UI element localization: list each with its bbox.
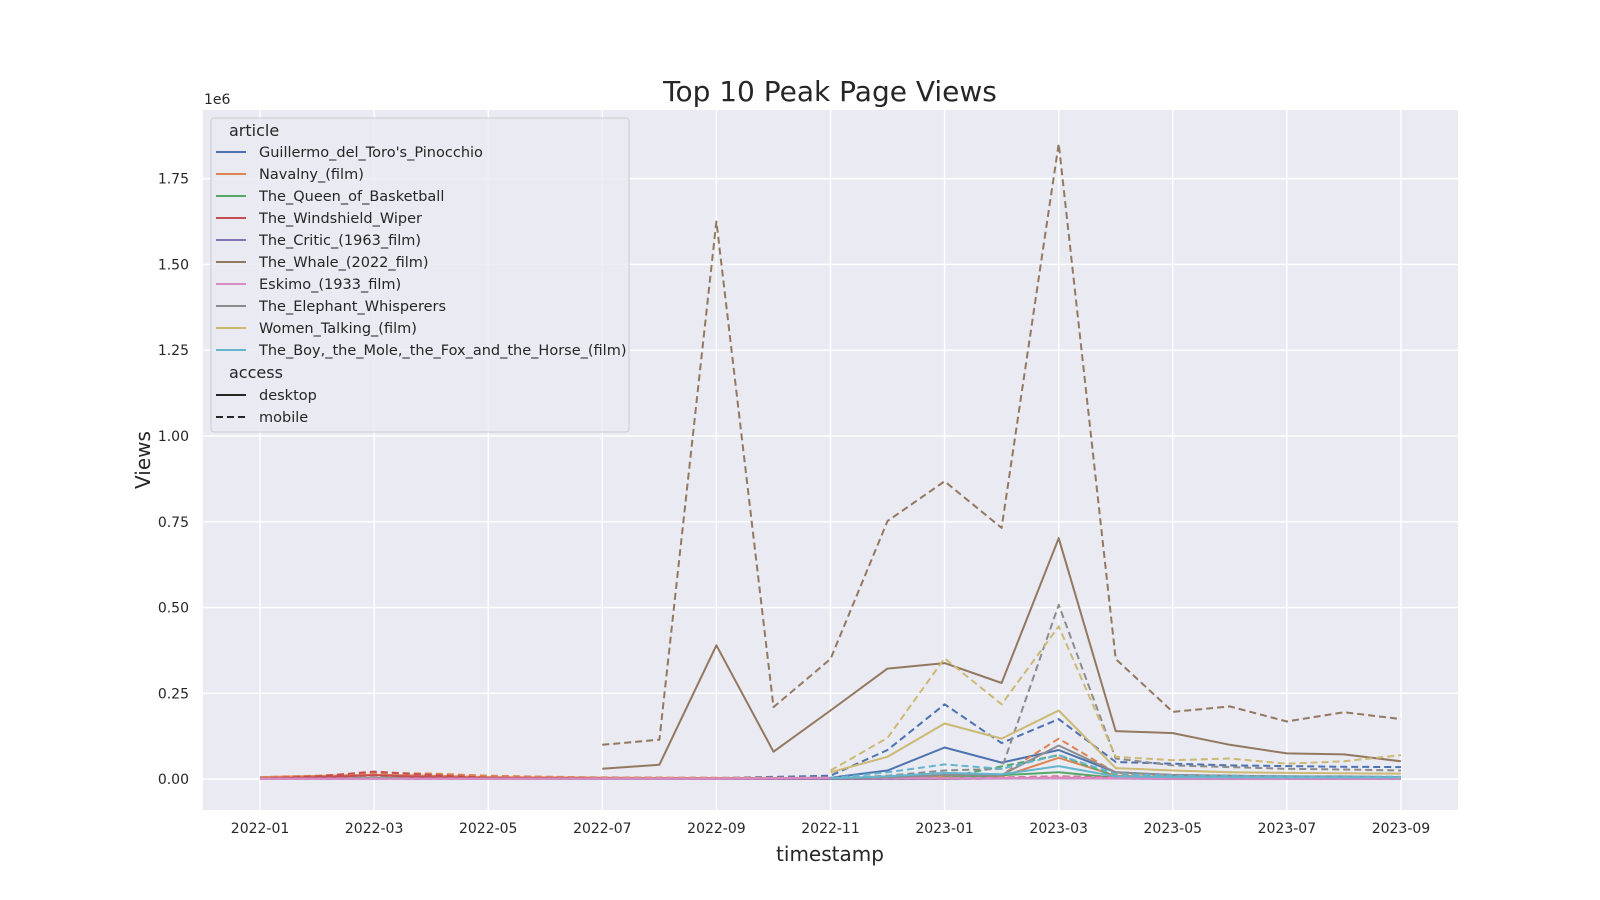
legend-entry-label: Eskimo_(1933_film) [259,277,401,293]
x-tick-label: 2022-01 [231,821,290,837]
legend-article-title: article [229,121,279,140]
x-tick-label: 2022-11 [801,821,860,837]
legend-entry-label: Women_Talking_(film) [259,321,417,337]
y-tick-label: 1.75 [158,172,189,188]
legend-entry-label: Navalny_(film) [259,167,364,183]
series-line-desktop [830,765,1401,780]
legend-entry-label: The_Elephant_Whisperers [258,299,446,315]
y-tick-label: 0.25 [158,686,189,702]
legend-entry-label: The_Queen_of_Basketball [258,189,444,205]
legend-access-label: mobile [259,410,308,426]
series-line-desktop [602,537,1402,770]
x-axis-title: timestamp [776,842,884,866]
y-tick-label: 0.00 [158,772,189,788]
y-tick-label: 1.50 [158,257,189,273]
chart-title: Top 10 Peak Page Views [662,75,997,108]
legend-entry-label: Guillermo_del_Toro's_Pinocchio [259,145,483,161]
x-tick-label: 2022-03 [345,821,404,837]
y-tick-label: 1.25 [158,343,189,359]
x-tick-label: 2023-07 [1258,821,1317,837]
legend-access-label: desktop [259,388,317,404]
legend-access-title: access [229,363,283,382]
legend-entry-label: The_Boy,_the_Mole,_the_Fox_and_the_Horse… [258,343,626,359]
legend-entry-label: The_Critic_(1963_film) [258,233,421,249]
x-tick-label: 2022-07 [573,821,632,837]
x-tick-label: 2023-01 [915,821,974,837]
series-line-mobile [830,754,1402,780]
legend-entry-label: The_Windshield_Wiper [258,211,422,227]
legend-article-entries: Guillermo_del_Toro's_Pinocchio Navalny_(f… [216,145,626,359]
x-axis-ticks: 2022-01 2022-03 2022-05 2022-07 2022-09 2022-… [231,821,1430,837]
series-line-desktop [830,709,1402,775]
x-tick-label: 2022-05 [459,821,518,837]
x-tick-label: 2023-05 [1144,821,1203,837]
series-line-mobile [259,776,1402,780]
y-tick-label: 0.50 [158,601,189,617]
x-tick-label: 2023-09 [1372,821,1431,837]
legend-entry-label: The_Whale_(2022_film) [258,255,429,271]
y-axis-offset-text: 1e6 [204,92,231,108]
series-lines [259,142,1402,780]
y-axis-ticks: 0.00 0.25 0.50 0.75 1.00 1.25 1.50 1.75 [158,172,189,788]
x-tick-label: 2023-03 [1029,821,1088,837]
y-tick-label: 0.75 [158,515,189,531]
series-line-mobile [602,142,1402,746]
y-axis-title: Views [131,431,155,489]
series-line-mobile [830,603,1402,780]
y-tick-label: 1.00 [158,429,189,445]
series-line-mobile [259,703,1402,780]
series-line-mobile [830,625,1402,772]
x-tick-label: 2022-09 [687,821,746,837]
legend: article Guillermo_del_Toro's_Pinocchio Na… [210,117,630,433]
legend-access-entries: desktop mobile [216,388,317,426]
legend-box [210,117,630,433]
